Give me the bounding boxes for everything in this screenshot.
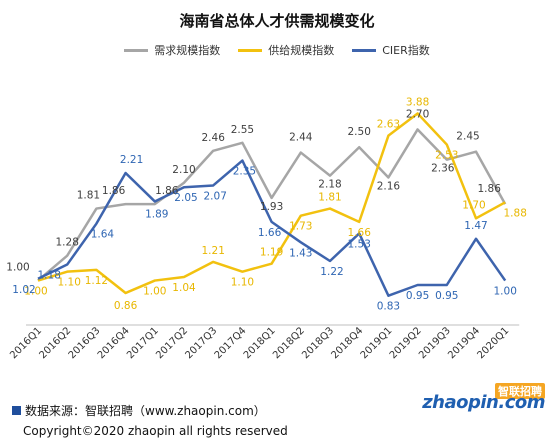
data-label: 1.86 bbox=[155, 185, 179, 197]
data-label: 1.81 bbox=[318, 192, 341, 204]
data-label: 2.55 bbox=[231, 124, 254, 136]
data-label: 1.88 bbox=[504, 207, 527, 219]
data-label: 2.10 bbox=[172, 164, 195, 176]
source-text: 数据来源：智联招聘（www.zhaopin.com） bbox=[25, 404, 266, 418]
data-label: 0.86 bbox=[114, 300, 138, 312]
data-label: 2.50 bbox=[348, 126, 371, 138]
data-label: 1.19 bbox=[260, 247, 283, 259]
legend-swatch-supply bbox=[238, 48, 263, 52]
data-label: 1.43 bbox=[289, 247, 312, 259]
data-label: 1.70 bbox=[462, 199, 485, 211]
data-label: 1.64 bbox=[91, 229, 115, 241]
legend-swatch-cier bbox=[352, 48, 377, 52]
data-label: 1.89 bbox=[145, 208, 168, 220]
data-label: 2.53 bbox=[435, 150, 458, 162]
data-label: 2.21 bbox=[120, 154, 143, 166]
data-label: 2.36 bbox=[431, 163, 455, 175]
data-label: 2.44 bbox=[289, 132, 313, 144]
data-label: 2.16 bbox=[377, 180, 401, 192]
chart-title: 海南省总体人才供需规模变化 bbox=[179, 12, 375, 30]
legend-item-demand: 需求规模指数 bbox=[124, 42, 220, 58]
data-label: 1.04 bbox=[172, 282, 196, 294]
data-label: 1.86 bbox=[102, 185, 126, 197]
series-line-1 bbox=[37, 112, 506, 295]
data-label: 1.66 bbox=[348, 227, 372, 239]
data-label: 2.45 bbox=[456, 131, 479, 143]
data-label: 2.05 bbox=[174, 192, 197, 204]
chart-legend: 需求规模指数 供给规模指数 CIER指数 bbox=[0, 42, 554, 58]
legend-label-demand: 需求规模指数 bbox=[154, 44, 221, 57]
legend-item-cier: CIER指数 bbox=[352, 42, 430, 58]
legend-label-supply: 供给规模指数 bbox=[268, 44, 335, 57]
data-source-note: 数据来源：智联招聘（www.zhaopin.com） bbox=[12, 402, 266, 419]
data-label: 2.35 bbox=[233, 166, 256, 178]
data-label: 2.46 bbox=[202, 132, 226, 144]
data-label: 1.12 bbox=[85, 275, 108, 287]
data-label: 1.10 bbox=[58, 277, 81, 289]
data-label: 1.00 bbox=[6, 262, 29, 274]
data-label: 3.88 bbox=[406, 96, 429, 108]
data-label: 1.73 bbox=[289, 221, 312, 233]
data-label: 1.10 bbox=[231, 277, 254, 289]
series-line-2 bbox=[37, 159, 507, 297]
data-label: 2.70 bbox=[406, 108, 429, 120]
data-label: 1.21 bbox=[202, 245, 225, 257]
source-marker-icon bbox=[12, 406, 21, 415]
legend-label-cier: CIER指数 bbox=[382, 44, 430, 57]
data-label: 1.00 bbox=[24, 286, 47, 298]
data-label: 1.00 bbox=[494, 286, 517, 298]
data-label: 0.83 bbox=[377, 301, 400, 313]
data-label: 2.07 bbox=[204, 190, 227, 202]
data-label: 0.95 bbox=[435, 290, 458, 302]
legend-swatch-demand bbox=[124, 48, 149, 52]
data-label: 1.66 bbox=[258, 227, 282, 239]
data-label: 1.47 bbox=[464, 220, 487, 232]
copyright-text: Copyright©2020 zhaopin all rights reserv… bbox=[23, 424, 288, 438]
x-tick-label: 2020Q1 bbox=[475, 325, 511, 361]
data-label: 2.63 bbox=[377, 119, 400, 131]
data-label: 1.28 bbox=[56, 237, 79, 249]
logo-badge: 智联招聘 bbox=[495, 383, 545, 399]
legend-item-supply: 供给规模指数 bbox=[238, 42, 334, 58]
zhaopin-logo: 智联招聘 zhaopin.com bbox=[422, 383, 545, 416]
data-label: 1.02 bbox=[12, 284, 35, 296]
data-label: 1.22 bbox=[320, 266, 343, 278]
data-label: 1.53 bbox=[348, 238, 371, 250]
data-label: 0.95 bbox=[406, 290, 429, 302]
data-label: 1.18 bbox=[38, 270, 61, 282]
data-label: 1.93 bbox=[260, 201, 283, 213]
data-label: 1.86 bbox=[478, 183, 502, 195]
data-label: 2.18 bbox=[318, 179, 341, 191]
series-line-0 bbox=[37, 128, 507, 282]
data-label: 1.81 bbox=[77, 190, 100, 202]
logo-text: zhaopin.com bbox=[422, 392, 545, 413]
data-label: 1.00 bbox=[143, 286, 166, 298]
